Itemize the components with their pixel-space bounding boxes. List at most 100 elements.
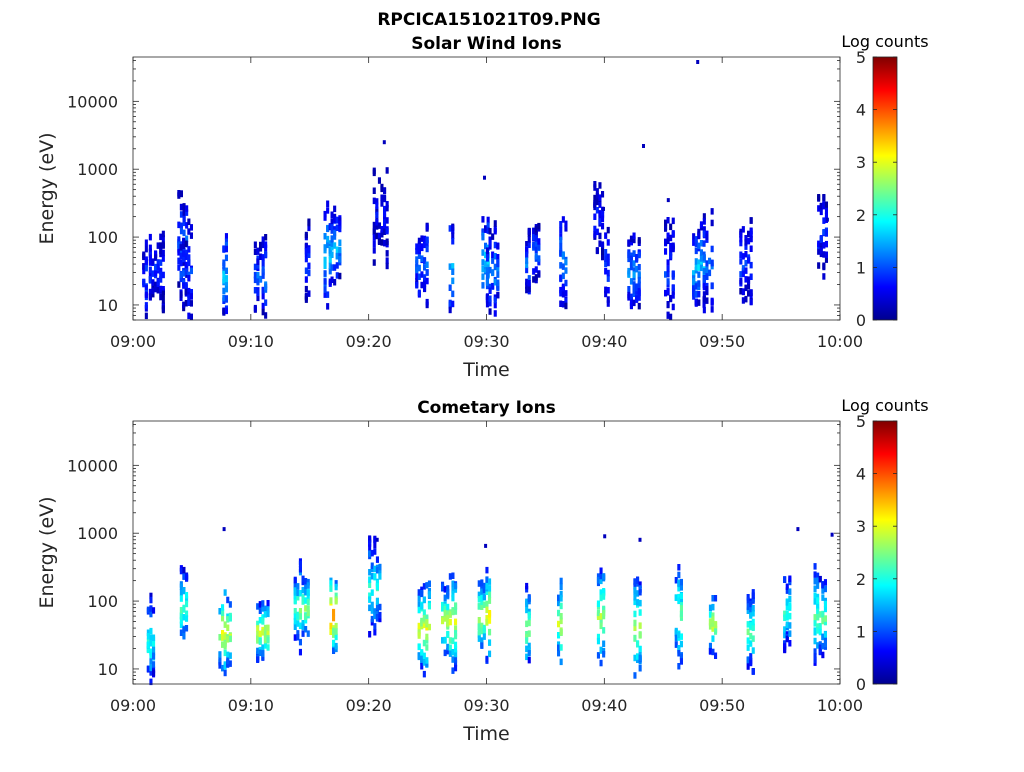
heatmap-cell — [708, 642, 712, 650]
heatmap-cell — [151, 279, 155, 286]
heatmap-cell — [323, 214, 327, 221]
heatmap-cell — [189, 267, 193, 275]
heatmap-cell — [221, 641, 225, 648]
heatmap-cell — [496, 291, 500, 299]
heatmap-cell — [253, 276, 257, 284]
heatmap-cell — [822, 229, 826, 236]
heatmap-cell — [629, 255, 633, 263]
heatmap-cell — [373, 573, 377, 581]
heatmap-cell — [817, 205, 821, 212]
heatmap-cell — [525, 251, 529, 259]
heatmap-cell — [335, 262, 339, 269]
heatmap-cell — [604, 286, 608, 294]
heatmap-cell — [256, 248, 260, 255]
heatmap-cell — [368, 540, 372, 547]
heatmap-cell — [189, 300, 193, 307]
heatmap-cell — [415, 266, 419, 273]
heatmap-cell — [451, 238, 455, 245]
heatmap-cell — [481, 265, 485, 273]
x-axis-label: Time — [462, 723, 510, 745]
solar-wind-panel: Solar Wind Ions 09:00 09:10 09:20 09:30 09:40… — [36, 32, 929, 381]
heatmap-cell — [677, 631, 681, 639]
heatmap-cell — [224, 285, 228, 293]
heatmap-cell — [451, 572, 455, 579]
heatmap-cell — [326, 225, 330, 233]
heatmap-cell — [224, 307, 228, 315]
heatmap-cell — [493, 241, 497, 249]
heatmap-cell — [264, 234, 268, 241]
heatmap-cell — [537, 258, 541, 266]
heatmap-cell — [378, 615, 382, 623]
heatmap-cell — [666, 270, 670, 278]
heatmap-cell — [420, 271, 424, 278]
heatmap-cell — [739, 251, 743, 258]
heatmap-cell — [161, 230, 165, 238]
heatmap-cell — [816, 582, 820, 589]
heatmap-cell — [226, 651, 230, 659]
heatmap-cell — [293, 634, 297, 641]
heatmap-cell — [525, 286, 529, 294]
heatmap-cell — [226, 624, 230, 631]
heatmap-cell — [595, 198, 599, 206]
heatmap-cell — [749, 640, 753, 647]
heatmap-cell — [525, 261, 529, 269]
heatmap-cell — [480, 637, 484, 644]
heatmap-cell — [154, 285, 158, 293]
heatmap-cell — [705, 266, 709, 274]
heatmap-cell — [813, 656, 817, 664]
heatmap-cell — [451, 667, 455, 674]
heatmap-cell — [602, 627, 606, 634]
heatmap-cell — [335, 246, 339, 253]
heatmap-cell — [749, 217, 753, 224]
heatmap-cell — [606, 269, 610, 277]
heatmap-cell — [185, 592, 189, 599]
heatmap-cell — [561, 253, 565, 260]
heatmap-cell — [372, 247, 376, 254]
heatmap-cell — [629, 263, 633, 271]
heatmap-cell — [677, 571, 681, 579]
heatmap-cell — [334, 622, 338, 630]
heatmap-cell — [293, 576, 297, 584]
heatmap-cell — [692, 233, 696, 240]
heatmap-cell — [480, 622, 484, 630]
heatmap-cell — [330, 224, 334, 231]
heatmap-cell — [296, 589, 300, 597]
heatmap-cell — [256, 647, 260, 655]
heatmap-cell — [679, 578, 683, 586]
heatmap-cell — [454, 632, 458, 640]
heatmap-cell — [373, 565, 377, 573]
heatmap-cell — [415, 243, 419, 250]
heatmap-cell — [422, 659, 426, 666]
heatmap-cell — [710, 306, 714, 313]
heatmap-cell — [148, 259, 152, 266]
heatmap-cell — [744, 267, 748, 274]
heatmap-cell — [746, 603, 750, 611]
heatmap-cell — [604, 232, 608, 239]
heatmap-cell — [598, 201, 602, 208]
heatmap-cell — [627, 239, 631, 246]
heatmap-cell — [179, 607, 183, 614]
heatmap-cell — [223, 621, 227, 628]
heatmap-cell — [306, 578, 310, 586]
heatmap-cell — [443, 586, 447, 593]
heatmap-cell — [185, 235, 189, 242]
heatmap-cell — [306, 589, 310, 597]
heatmap-cell — [179, 583, 183, 590]
heatmap-cell — [669, 242, 673, 250]
heatmap-cell — [636, 577, 640, 584]
heatmap-cell — [148, 293, 152, 300]
heatmap-cell — [493, 301, 497, 309]
heatmap-cell — [671, 303, 675, 311]
heatmap-cell — [491, 251, 495, 258]
colorbar-tick-label: 5 — [856, 412, 866, 431]
heatmap-cell — [420, 663, 424, 670]
heatmap-cell — [451, 608, 455, 616]
heatmap-cell — [637, 251, 641, 259]
heatmap-cell — [710, 219, 714, 227]
heatmap-cell — [749, 228, 753, 235]
heatmap-cell — [702, 295, 706, 303]
heatmap-cell — [179, 567, 183, 575]
heatmap-cell — [480, 642, 484, 649]
heatmap-cell — [189, 313, 193, 321]
heatmap-cell — [697, 299, 701, 306]
